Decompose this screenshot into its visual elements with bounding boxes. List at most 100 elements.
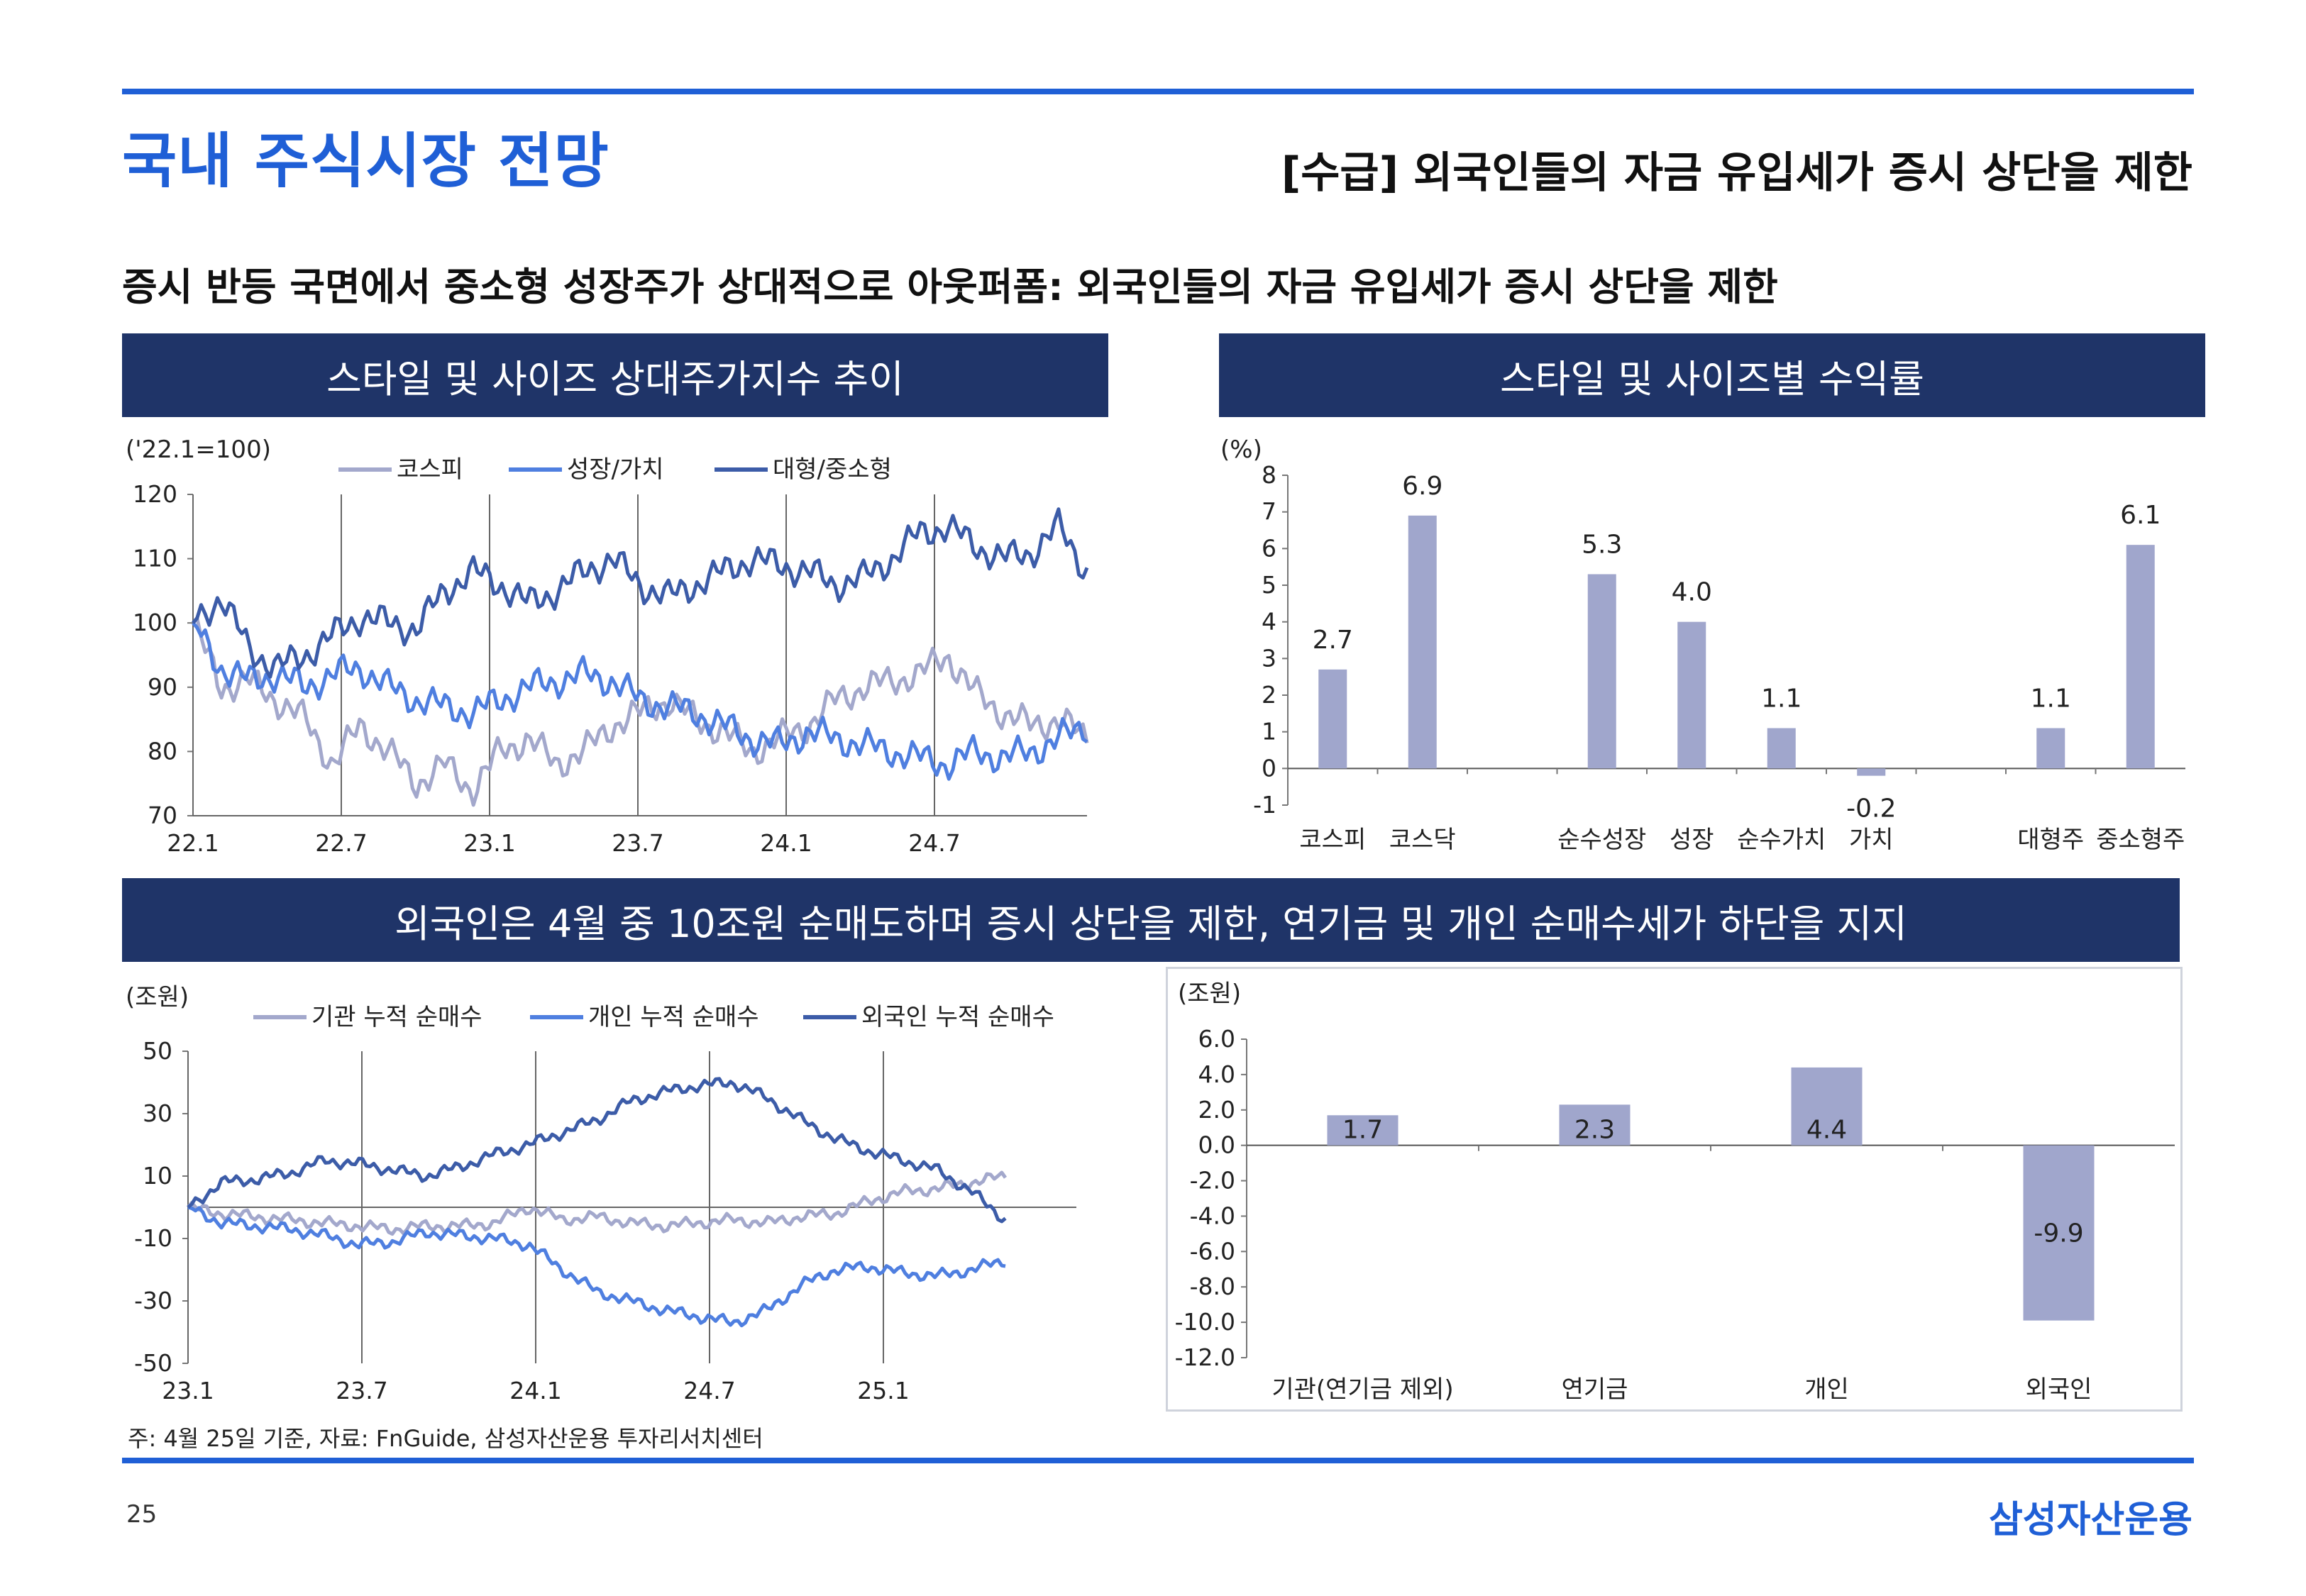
bar	[1559, 1104, 1631, 1146]
y-tick-label: 70	[148, 802, 177, 829]
y-tick-label: -10	[134, 1224, 172, 1252]
headline: 증시 반등 국면에서 중소형 성장주가 상대적으로 아웃퍼폼: 외국인들의 자금…	[122, 265, 1778, 309]
bar	[1857, 768, 1886, 776]
data-label: 1.7	[1342, 1116, 1383, 1145]
april-net-buying-chart: (조원) 6.0 4.0 2.0 0.0 -2.0 -4.0 -6.0 -8.0 -10.0 -12…	[1175, 980, 2175, 1404]
category-label: 대형주	[2017, 826, 2084, 854]
data-label: 2.3	[1574, 1116, 1615, 1145]
category-label: 기관(연기금 제외)	[1271, 1375, 1453, 1404]
chart4-frame	[1166, 967, 2183, 1412]
y-tick-label: 8	[1262, 461, 1276, 489]
legend-label: 외국인 누적 순매수	[861, 1003, 1054, 1031]
y-tick-label: 7	[1262, 498, 1276, 526]
data-label: 6.1	[2120, 501, 2161, 530]
chart2-banner-label: 스타일 및 사이즈별 수익률	[1500, 356, 1924, 401]
unit-label: (조원)	[126, 983, 189, 1012]
bar	[1318, 669, 1347, 769]
y-tick-label: 4	[1262, 608, 1276, 636]
y-tick-label: 0.0	[1198, 1131, 1235, 1159]
page-number: 25	[126, 1500, 158, 1529]
data-label: 5.3	[1582, 531, 1622, 560]
data-label: 2.7	[1313, 626, 1353, 655]
unit-label: (조원)	[1178, 980, 1241, 1008]
y-tick-label: -30	[134, 1287, 172, 1314]
category-label: 성장	[1670, 826, 1714, 854]
unit-label: (%)	[1220, 436, 1262, 464]
data-label: -0.2	[1846, 794, 1896, 824]
series-line-2	[192, 621, 1088, 781]
series-line-3	[192, 507, 1089, 679]
data-label: -9.9	[2034, 1219, 2083, 1248]
series-line-2	[187, 1205, 1006, 1328]
data-label: 4.4	[1806, 1116, 1847, 1145]
category-label: 코스피	[1299, 826, 1366, 854]
bar	[2023, 1145, 2095, 1321]
data-label: 4.0	[1672, 578, 1712, 607]
y-tick-label: 2.0	[1198, 1096, 1235, 1124]
y-tick-label: -8.0	[1190, 1273, 1235, 1300]
legend-label: 기관 누적 순매수	[311, 1003, 482, 1031]
y-tick-label: -12.0	[1175, 1343, 1235, 1371]
category-label: 연기금	[1562, 1375, 1628, 1404]
x-tick-label: 24.1	[509, 1377, 561, 1404]
bar	[2126, 545, 2155, 769]
unit-label: ('22.1=100)	[126, 436, 271, 464]
category-label: 순수가치	[1737, 826, 1826, 854]
page-subtitle: [수급] 외국인들의 자금 유입세가 증시 상단을 제한	[1281, 148, 2192, 198]
lower-banner: 외국인은 4월 중 10조원 순매도하며 증시 상단을 제한, 연기금 및 개인…	[122, 878, 2180, 962]
y-tick-label: -1	[1253, 791, 1276, 819]
y-tick-label: 4.0	[1198, 1060, 1235, 1088]
x-tick-label: 23.7	[336, 1377, 387, 1404]
category-label: 외국인	[2026, 1375, 2092, 1404]
data-label: 1.1	[1761, 685, 1802, 714]
y-tick-label: -2.0	[1190, 1167, 1235, 1195]
y-tick-label: 2	[1262, 681, 1276, 709]
bar	[1327, 1115, 1399, 1146]
chart1-banner-label: 스타일 및 사이즈 상대주가지수 추이	[326, 356, 904, 401]
bar	[1408, 515, 1437, 769]
series-line-3	[187, 1077, 1007, 1224]
cumulative-net-buying-chart: (조원) 기관 누적 순매수 개인 누적 순매수 외국인 누적 순매수 50 30 10 -1…	[126, 983, 1076, 1404]
x-tick-label: 22.1	[167, 829, 219, 857]
category-label: 개인	[1804, 1375, 1849, 1404]
style-size-returns-chart: (%)8 7 6 5 4 3 2 1 0 -1 코스피 2.7 코스닥 6.9 순수성장 5.3 성장 4.0 순수…	[1220, 436, 2185, 854]
y-tick-label: 0	[1262, 754, 1276, 782]
x-tick-label: 23.1	[162, 1377, 214, 1404]
chart2-banner: 스타일 및 사이즈별 수익률	[1219, 333, 2205, 417]
y-tick-label: -6.0	[1190, 1237, 1235, 1265]
x-tick-label: 24.7	[683, 1377, 735, 1404]
style-size-relative-index-chart: ('22.1=100) 코스피 성장/가치 대형/중소형 120 110 100 90 80 70…	[126, 436, 1089, 857]
x-tick-label: 22.7	[315, 829, 367, 857]
y-tick-label: 100	[133, 609, 177, 636]
x-tick-label: 23.1	[463, 829, 515, 857]
category-label: 순수성장	[1557, 826, 1646, 854]
y-tick-label: 110	[133, 545, 177, 572]
y-tick-label: 6.0	[1198, 1025, 1235, 1053]
category-label: 코스닥	[1389, 826, 1456, 854]
page-title: 국내 주식시장 전망	[122, 126, 609, 196]
y-tick-label: -10.0	[1175, 1308, 1235, 1336]
bar	[1677, 621, 1706, 769]
series-line-1	[187, 1170, 1008, 1236]
x-tick-label: 23.7	[612, 829, 663, 857]
y-tick-label: 6	[1262, 534, 1276, 562]
category-label: 가치	[1849, 826, 1894, 854]
bar	[2036, 728, 2065, 769]
y-tick-label: 50	[143, 1037, 172, 1065]
y-tick-label: 90	[148, 673, 177, 701]
lower-banner-label: 외국인은 4월 중 10조원 순매도하며 증시 상단을 제한, 연기금 및 개인…	[395, 901, 1907, 946]
x-tick-label: 24.7	[908, 829, 960, 857]
x-tick-label: 25.1	[857, 1377, 909, 1404]
bar	[1791, 1067, 1863, 1146]
footnote: 주: 4월 25일 기준, 자료: FnGuide, 삼성자산운용 투자리서치센…	[128, 1425, 763, 1452]
data-label: 1.1	[2031, 685, 2071, 714]
brand-logo: 삼성자산운용	[1988, 1499, 2192, 1541]
y-tick-label: -50	[134, 1349, 172, 1377]
y-tick-label: 5	[1262, 571, 1276, 599]
y-tick-label: 30	[143, 1099, 172, 1127]
series-line-1	[192, 616, 1089, 807]
top-rule	[122, 89, 2194, 94]
y-tick-label: 3	[1262, 644, 1276, 672]
legend-label: 대형/중소형	[773, 455, 892, 484]
y-tick-label: 1	[1262, 718, 1276, 746]
